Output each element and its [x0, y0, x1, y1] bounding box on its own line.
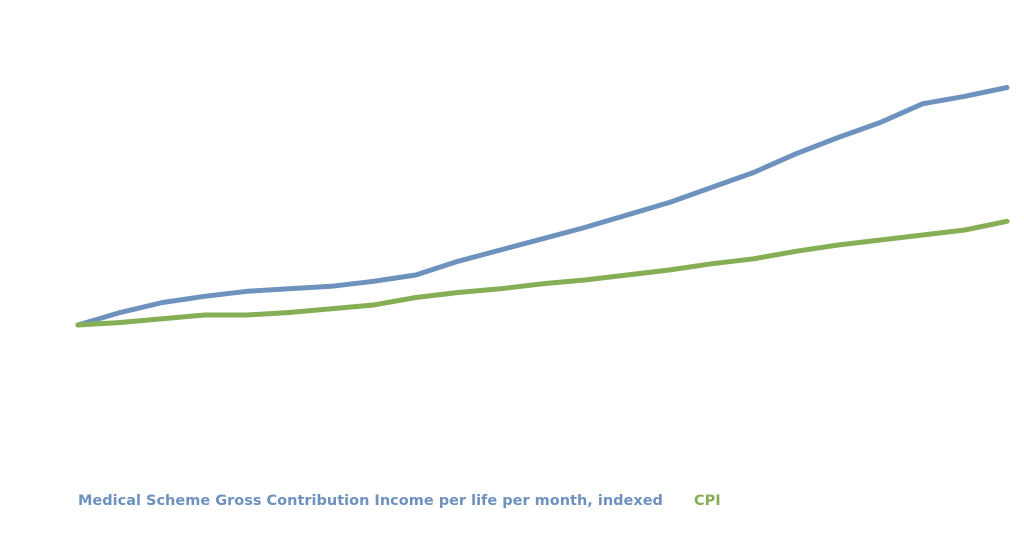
legend-item-gross-contribution-income: Medical Scheme Gross Contribution Income… [78, 493, 663, 509]
series-lines [75, 85, 1010, 328]
legend-item-cpi: CPI [694, 493, 721, 509]
legend: Medical Scheme Gross Contribution Income… [0, 493, 1024, 517]
series-line-cpi [75, 218, 1010, 328]
series-line-gross-contribution-income [75, 85, 1010, 328]
